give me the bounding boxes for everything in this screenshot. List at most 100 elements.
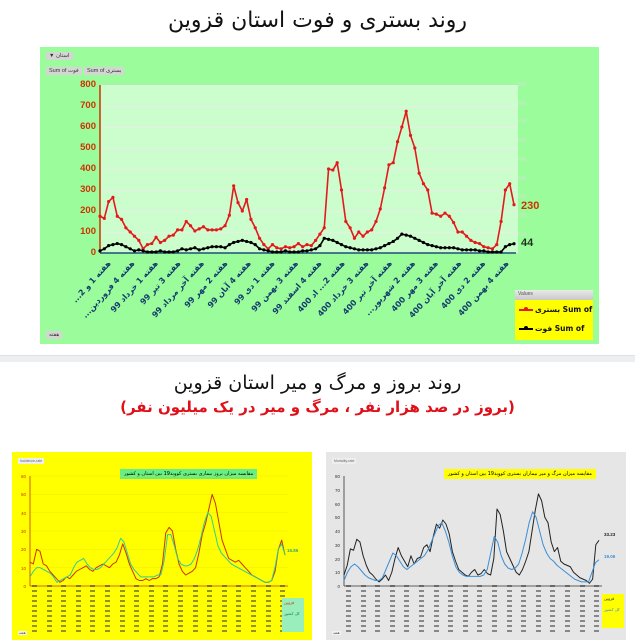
field-chip-hospitalized[interactable]: Sum of بستری	[84, 67, 125, 75]
y-tick: 600	[80, 121, 96, 132]
y2-tick: 900	[518, 82, 527, 88]
x-axis-label	[90, 585, 96, 635]
x-axis-label	[506, 585, 512, 635]
incidence-mortality-card: روند بروز و مرگ و میر استان قزوین (بروز …	[0, 362, 635, 640]
black-line-marker-icon	[519, 326, 533, 330]
legend-item-hospitalized[interactable]: بستری Sum of	[515, 300, 593, 319]
card-subtitle: (بروز در صد هزار نفر ، مرگ و میر در یک م…	[120, 398, 515, 416]
y-tick: 700	[80, 100, 96, 111]
y2-tick: 200	[518, 212, 527, 219]
x-axis-label	[163, 585, 169, 635]
x-axis-label	[594, 585, 600, 635]
card-title: روند بستری و فوت استان قزوین	[167, 8, 468, 33]
x-axis-label	[207, 585, 213, 635]
x-axis-label	[433, 585, 439, 635]
plot-area	[98, 85, 518, 254]
end-label-province: 33.23	[604, 532, 616, 537]
x-axis-label	[477, 585, 483, 635]
line-series	[98, 85, 516, 254]
red-line-marker-icon	[519, 307, 533, 311]
x-axis-label	[419, 585, 424, 635]
y2-tick: 500	[518, 156, 527, 163]
chart-title: مقایسه میزان بروز بیماری بستری کووید19 ب…	[120, 469, 258, 479]
y-tick: 30	[20, 529, 26, 534]
y-tick: 400	[80, 163, 96, 174]
y2-tick: 600	[518, 138, 527, 145]
chart-title: مقایسه میزان مرگ و میر بیماران بستری کوو…	[444, 469, 596, 479]
mortality-chart: Mortality-rate مقایسه میزان مرگ و میر بی…	[326, 452, 626, 640]
mini-legend: قزوین کل کشور	[282, 598, 304, 632]
hospitalization-card: روند بستری و فوت استان قزوین ▼ استان Sum…	[0, 0, 635, 356]
x-axis-label	[265, 585, 271, 635]
y-tick: 20	[334, 556, 340, 562]
y-tick: 800	[80, 79, 96, 90]
x-axis-label	[360, 585, 366, 635]
x-axis-label	[448, 585, 454, 635]
chart-chip: Mortality-rate	[332, 458, 357, 464]
province-filter-button[interactable]: ▼ استان	[46, 52, 73, 60]
x-axis-label	[492, 585, 497, 635]
y2-tick: 700	[518, 119, 527, 126]
mini-legend: قزوین کل کشور	[602, 594, 624, 628]
x-axis-label	[389, 585, 395, 635]
incidence-lines	[29, 475, 288, 587]
x-axis-label	[105, 585, 110, 635]
y-tick: 30	[334, 542, 340, 548]
y-tick: 500	[80, 142, 96, 153]
y-tick: 300	[80, 184, 96, 195]
x-axis-label	[75, 585, 81, 635]
y-tick: 40	[334, 529, 340, 534]
x-axis-label	[565, 585, 570, 635]
y-tick: 200	[80, 205, 96, 216]
x-axis-label	[535, 585, 541, 635]
x-axis-label	[221, 585, 227, 635]
y-tick: 10	[20, 565, 26, 571]
x-axis-label	[61, 585, 67, 635]
end-label-deaths: 44	[521, 237, 534, 249]
legend-header: Values	[515, 290, 593, 300]
x-axis-label	[579, 585, 585, 635]
pivot-chart: ▼ استان Sum of فوت Sum of بستری 800 700 60…	[40, 47, 599, 344]
y-tick: 0	[337, 584, 340, 589]
funnel-icon: ▼	[49, 53, 55, 59]
mortality-lines	[343, 476, 602, 587]
y2-tick: 100	[518, 231, 527, 238]
y2-tick: 400	[518, 175, 527, 182]
end-label-hospitalized: 230	[521, 200, 540, 212]
x-axis-label	[550, 585, 556, 635]
x-axis-label	[178, 585, 183, 635]
x-axis-label	[251, 585, 256, 635]
x-axis-label	[346, 585, 351, 635]
y-tick: 60	[20, 474, 26, 479]
x-axis-label	[192, 585, 198, 635]
x-axis-label	[46, 585, 52, 635]
y-tick: 10	[334, 570, 340, 576]
y-tick: 80	[334, 474, 340, 479]
y-tick: 50	[334, 515, 340, 521]
y2-tick: 800	[518, 100, 527, 107]
x-axis-label	[375, 585, 381, 635]
x-axis-label	[119, 585, 125, 635]
x-axis-label	[32, 585, 37, 635]
end-label: 16.85	[287, 548, 299, 553]
chart-chip: Incidence-rate	[18, 458, 45, 464]
x-axis-label	[404, 585, 410, 635]
x-axis-label	[462, 585, 468, 635]
field-chip-deaths[interactable]: Sum of فوت	[46, 67, 82, 75]
x-axis-label	[148, 585, 154, 635]
week-axis-button[interactable]: هفته	[46, 331, 63, 339]
y-tick: 70	[334, 487, 340, 493]
incidence-chart: Incidence-rate مقایسه میزان بروز بیماری …	[12, 452, 312, 640]
y-tick: 100	[80, 226, 96, 237]
x-axis-label	[134, 585, 140, 635]
y2-tick: 300	[518, 194, 527, 201]
y-tick: 50	[20, 492, 26, 498]
y-tick: 40	[20, 510, 26, 516]
y-tick: 0	[23, 584, 26, 589]
y-tick: 60	[334, 501, 340, 507]
legend-item-deaths[interactable]: فوت Sum of	[515, 319, 593, 338]
x-axis-label	[521, 585, 527, 635]
y-tick: 0	[90, 247, 96, 258]
y2-tick: 0	[518, 250, 521, 257]
chart-legend: Values بستری Sum of فوت Sum of	[515, 290, 593, 340]
